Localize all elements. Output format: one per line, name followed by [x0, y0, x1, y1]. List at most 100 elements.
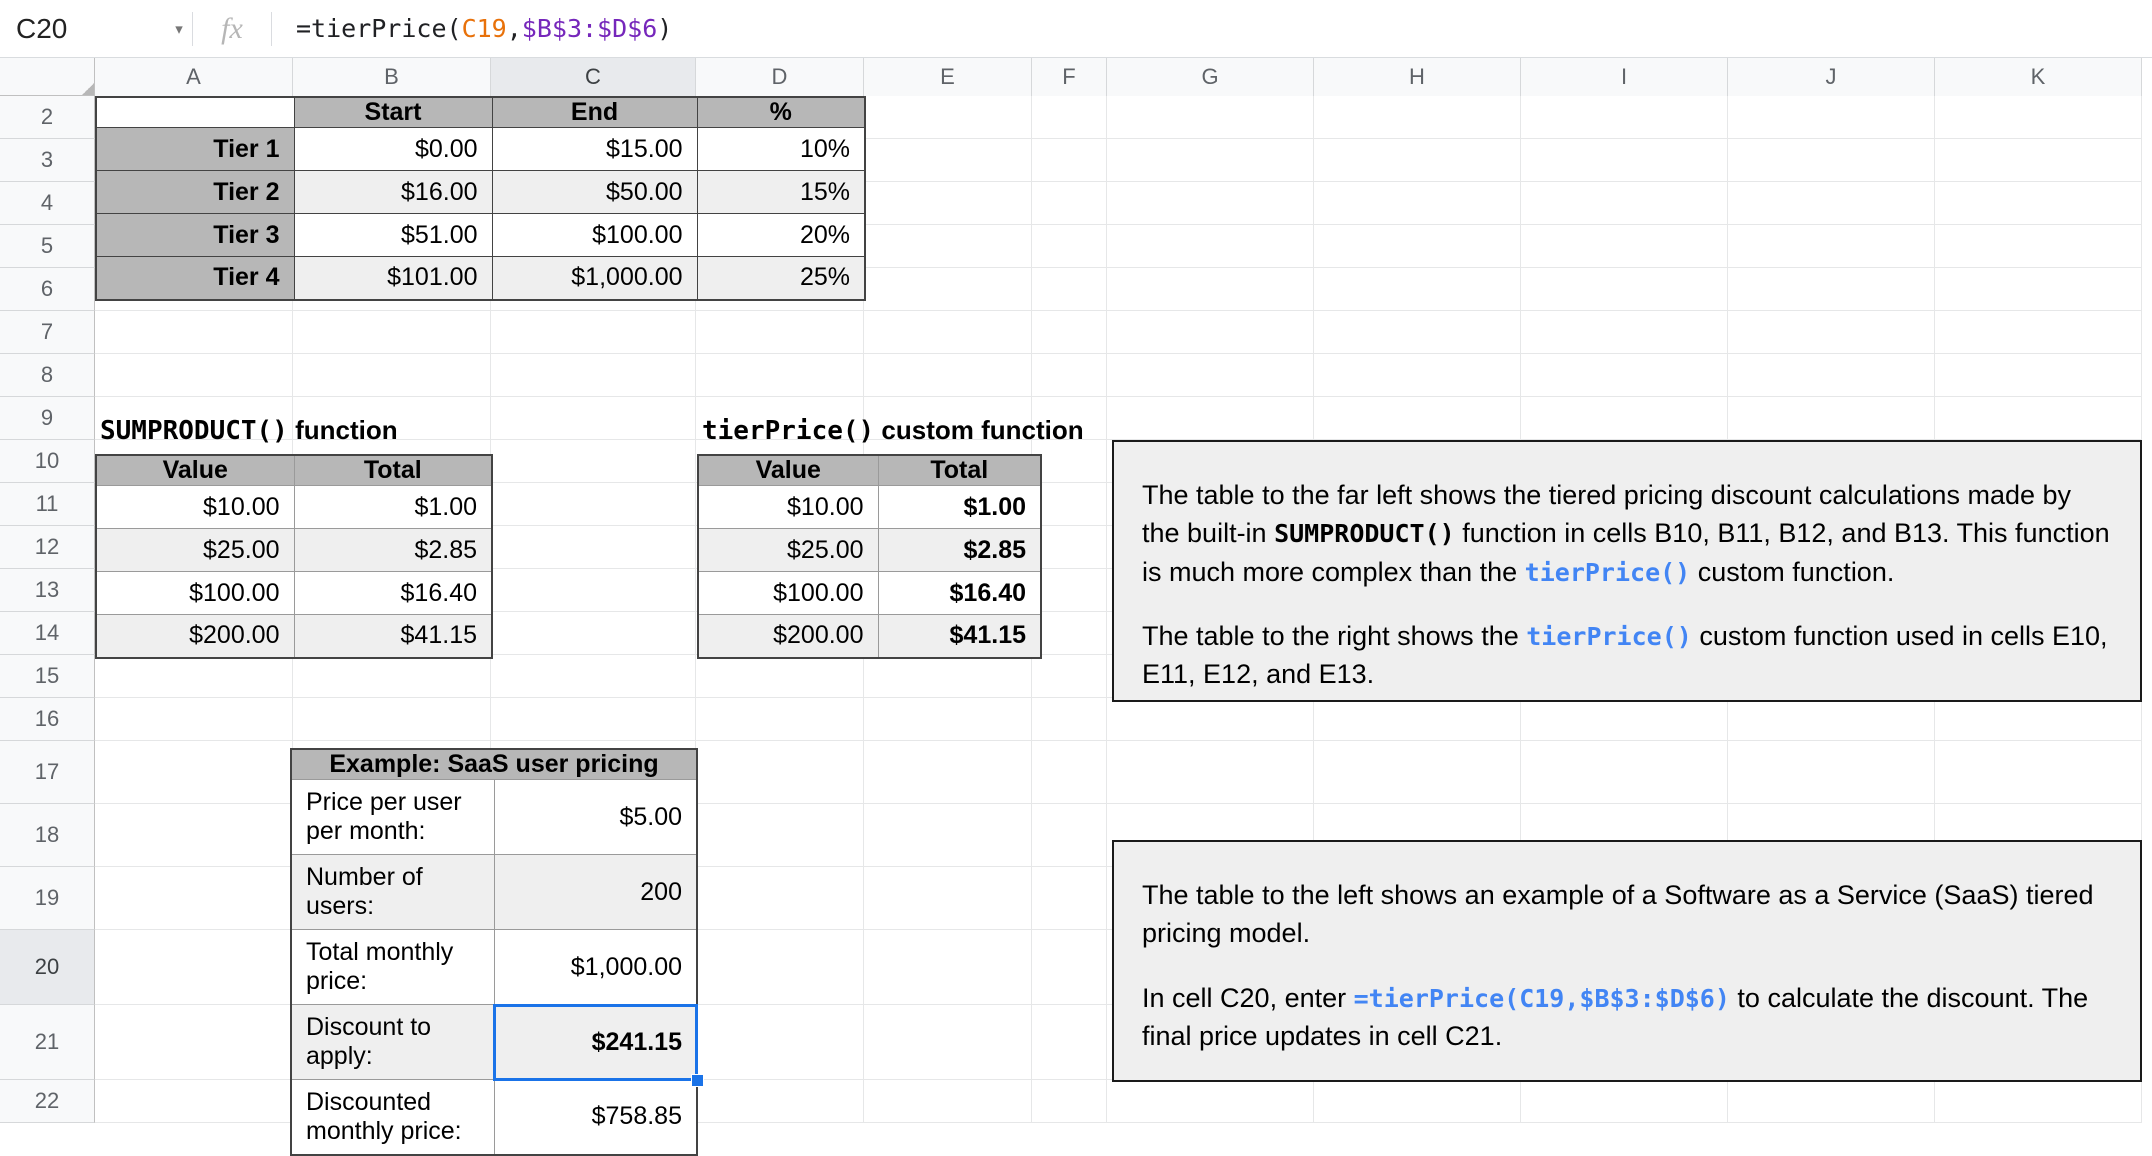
cell-I17[interactable]	[1521, 741, 1728, 803]
cell-E7[interactable]	[864, 311, 1032, 353]
cell-A8[interactable]	[95, 354, 293, 396]
cell-G9[interactable]	[1107, 397, 1314, 439]
cell-E15[interactable]	[864, 655, 1032, 697]
row-header-11[interactable]: 11	[0, 483, 95, 526]
cell-F2[interactable]	[1032, 96, 1107, 138]
row-header-2[interactable]: 2	[0, 96, 95, 139]
cell-J7[interactable]	[1728, 311, 1935, 353]
cell-H16[interactable]	[1314, 698, 1521, 740]
row-header-6[interactable]: 6	[0, 268, 95, 311]
cell-J4[interactable]	[1728, 182, 1935, 224]
cell-F9[interactable]	[1032, 397, 1107, 439]
cell-K9[interactable]	[1935, 397, 2142, 439]
cell-J3[interactable]	[1728, 139, 1935, 181]
cell-K22[interactable]	[1935, 1080, 2142, 1122]
cell-J9[interactable]	[1728, 397, 1935, 439]
cell-J16[interactable]	[1728, 698, 1935, 740]
cell-F14[interactable]	[1032, 612, 1107, 654]
cell-A17[interactable]	[95, 741, 293, 803]
cell-D22[interactable]	[696, 1080, 864, 1122]
cell-G7[interactable]	[1107, 311, 1314, 353]
cell-F21[interactable]	[1032, 1005, 1107, 1079]
row-header-22[interactable]: 22	[0, 1080, 95, 1123]
cell-G2[interactable]	[1107, 96, 1314, 138]
cell-F13[interactable]	[1032, 569, 1107, 611]
row-header-8[interactable]: 8	[0, 354, 95, 397]
column-header-g[interactable]: G	[1107, 58, 1314, 96]
column-header-i[interactable]: I	[1521, 58, 1728, 96]
cell-H6[interactable]	[1314, 268, 1521, 310]
cell-K6[interactable]	[1935, 268, 2142, 310]
cell-F6[interactable]	[1032, 268, 1107, 310]
cell-H8[interactable]	[1314, 354, 1521, 396]
cell-A15[interactable]	[95, 655, 293, 697]
cell-J6[interactable]	[1728, 268, 1935, 310]
cell-I3[interactable]	[1521, 139, 1728, 181]
cell-H5[interactable]	[1314, 225, 1521, 267]
cell-E8[interactable]	[864, 354, 1032, 396]
cell-G8[interactable]	[1107, 354, 1314, 396]
cell-I9[interactable]	[1521, 397, 1728, 439]
cell-E2[interactable]	[864, 96, 1032, 138]
cell-D18[interactable]	[696, 804, 864, 866]
cell-F22[interactable]	[1032, 1080, 1107, 1122]
column-header-j[interactable]: J	[1728, 58, 1935, 96]
cell-C16[interactable]	[491, 698, 696, 740]
row-header-20[interactable]: 20	[0, 930, 95, 1005]
cell-B16[interactable]	[293, 698, 491, 740]
cell-E4[interactable]	[864, 182, 1032, 224]
cell-A16[interactable]	[95, 698, 293, 740]
cell-H7[interactable]	[1314, 311, 1521, 353]
cell-A21[interactable]	[95, 1005, 293, 1079]
cell-F20[interactable]	[1032, 930, 1107, 1004]
cell-G4[interactable]	[1107, 182, 1314, 224]
cell-K2[interactable]	[1935, 96, 2142, 138]
cell-H9[interactable]	[1314, 397, 1521, 439]
cell-G22[interactable]	[1107, 1080, 1314, 1122]
cell-A7[interactable]	[95, 311, 293, 353]
column-header-k[interactable]: K	[1935, 58, 2142, 96]
column-header-e[interactable]: E	[864, 58, 1032, 96]
cell-F18[interactable]	[1032, 804, 1107, 866]
cell-E18[interactable]	[864, 804, 1032, 866]
cell-B9[interactable]	[293, 397, 491, 439]
fill-handle[interactable]	[691, 1073, 704, 1087]
cell-I22[interactable]	[1521, 1080, 1728, 1122]
column-header-b[interactable]: B	[293, 58, 491, 96]
cell-D16[interactable]	[696, 698, 864, 740]
cell-H3[interactable]	[1314, 139, 1521, 181]
column-header-f[interactable]: F	[1032, 58, 1107, 96]
cell-E5[interactable]	[864, 225, 1032, 267]
cell-K8[interactable]	[1935, 354, 2142, 396]
cell-D21[interactable]	[696, 1005, 864, 1079]
cell-H2[interactable]	[1314, 96, 1521, 138]
cell-G6[interactable]	[1107, 268, 1314, 310]
cell-D20[interactable]	[696, 930, 864, 1004]
cell-K5[interactable]	[1935, 225, 2142, 267]
formula-input[interactable]: =tierPrice(C19,$B$3:$D$6)	[272, 14, 2152, 43]
cell-I7[interactable]	[1521, 311, 1728, 353]
cell-E21[interactable]	[864, 1005, 1032, 1079]
cell-E20[interactable]	[864, 930, 1032, 1004]
cell-D15[interactable]	[696, 655, 864, 697]
cell-J2[interactable]	[1728, 96, 1935, 138]
cell-I6[interactable]	[1521, 268, 1728, 310]
column-header-c[interactable]: C	[491, 58, 696, 96]
cell-C15[interactable]	[491, 655, 696, 697]
cell-F19[interactable]	[1032, 867, 1107, 929]
cell-J8[interactable]	[1728, 354, 1935, 396]
cell-F3[interactable]	[1032, 139, 1107, 181]
cell-B15[interactable]	[293, 655, 491, 697]
row-header-12[interactable]: 12	[0, 526, 95, 569]
cell-C9[interactable]	[491, 397, 696, 439]
cell-F17[interactable]	[1032, 741, 1107, 803]
cell-D17[interactable]	[696, 741, 864, 803]
cell-C10[interactable]	[491, 440, 696, 482]
row-header-18[interactable]: 18	[0, 804, 95, 867]
row-header-7[interactable]: 7	[0, 311, 95, 354]
cell-F7[interactable]	[1032, 311, 1107, 353]
cell-H4[interactable]	[1314, 182, 1521, 224]
cell-C7[interactable]	[491, 311, 696, 353]
cell-F11[interactable]	[1032, 483, 1107, 525]
cell-A9[interactable]	[95, 397, 293, 439]
